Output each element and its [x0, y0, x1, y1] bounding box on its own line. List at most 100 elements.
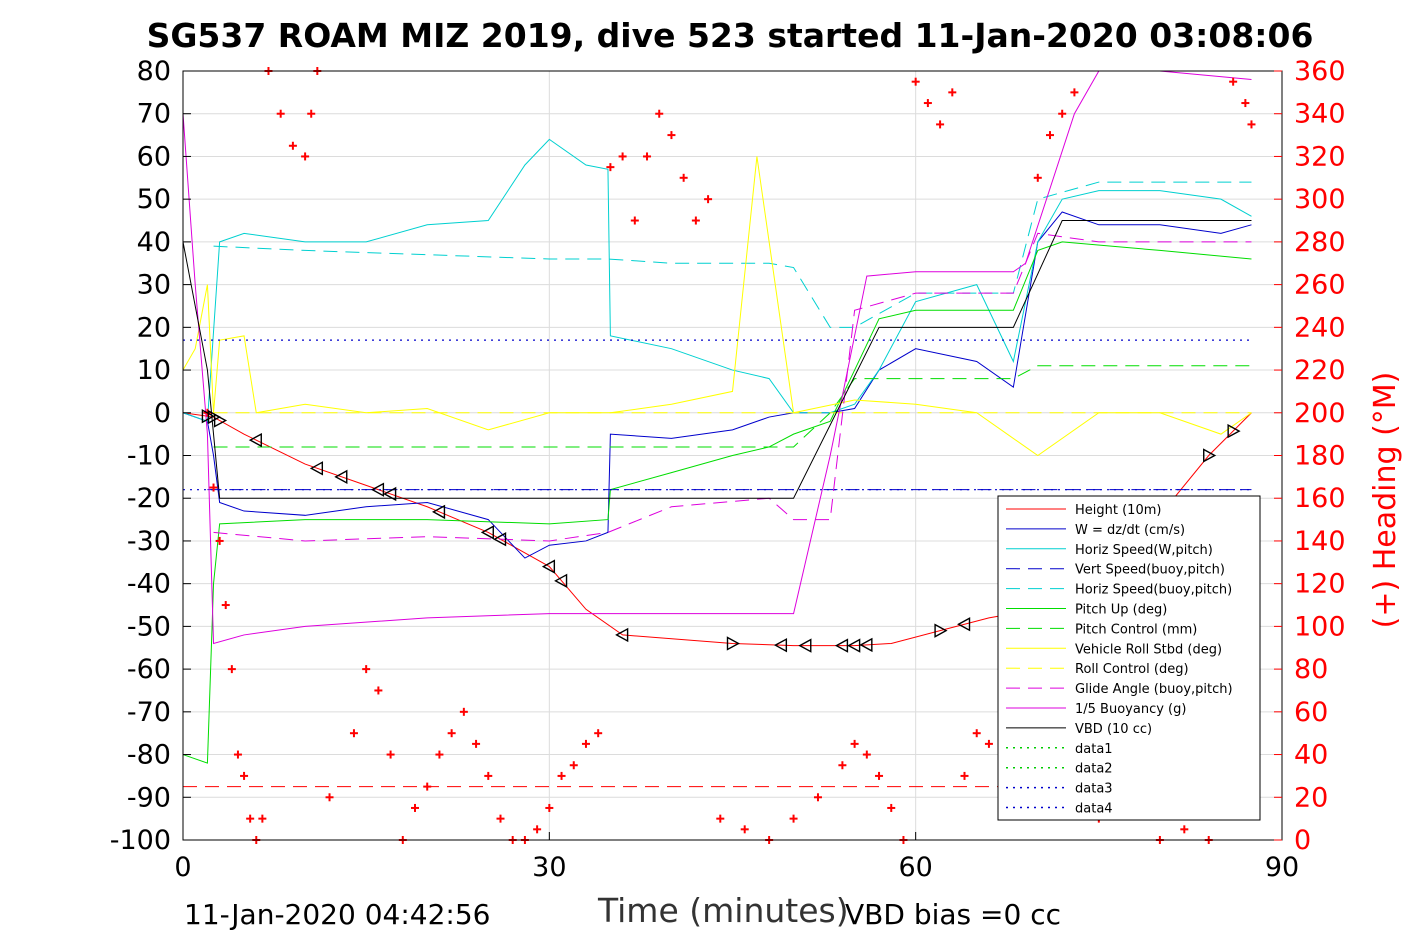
legend-entry: Horiz Speed(W,pitch): [1075, 543, 1213, 558]
y-tick-label: 40: [137, 227, 171, 258]
heading-point: [1070, 88, 1079, 97]
heading-point: [606, 163, 615, 172]
heading-point: [923, 99, 932, 108]
legend-entry: 1/5 Buoyancy (g): [1075, 702, 1186, 717]
y2-tick-label: 100: [1294, 611, 1346, 642]
heading-point: [258, 814, 267, 823]
heading-point: [533, 825, 542, 834]
legend-entry: Height (10m): [1075, 503, 1161, 518]
heading-point: [1058, 109, 1067, 118]
y2-tick-label: 360: [1294, 56, 1346, 87]
heading-point: [349, 729, 358, 738]
heading-point: [850, 739, 859, 748]
triangle-marker: [431, 504, 446, 520]
axes: 0 30 60 9080706050403020100-10-20-30-40-50-…: [110, 56, 1346, 883]
legend-entry: Vert Speed(buoy,pitch): [1075, 563, 1225, 578]
heading-point: [911, 77, 920, 86]
heading-point: [948, 88, 957, 97]
heading-point: [301, 152, 310, 161]
heading-point: [594, 729, 603, 738]
heading-point: [875, 771, 884, 780]
heading-point: [630, 216, 639, 225]
triangle-marker: [334, 469, 348, 485]
y2-tick-label: 220: [1294, 355, 1346, 386]
y-tick-label: 10: [137, 355, 171, 386]
heading-point: [862, 750, 871, 759]
heading-point: [545, 803, 554, 812]
y2-tick-label: 40: [1294, 740, 1328, 771]
heading-point: [716, 814, 725, 823]
legend-entry: Horiz Speed(buoy,pitch): [1075, 583, 1232, 598]
triangle-marker: [383, 486, 397, 502]
series-line-10: [182, 70, 1252, 645]
heading-point: [704, 195, 713, 204]
heading-point: [618, 152, 627, 161]
y2-tick-label: 260: [1294, 270, 1346, 301]
triangle-marker: [370, 482, 385, 497]
heading-point: [1229, 77, 1238, 86]
triangle-marker: [798, 638, 812, 653]
triangle-marker: [480, 525, 494, 540]
heading-point: [246, 814, 255, 823]
heading-point: [887, 803, 896, 812]
heading-point: [374, 686, 383, 695]
footer-timestamp: 11-Jan-2020 04:42:56: [184, 898, 491, 931]
y-tick-label: 50: [137, 184, 171, 215]
triangle-marker: [493, 532, 507, 547]
legend-entry: data3: [1075, 782, 1113, 797]
y-tick-label: -40: [127, 569, 171, 600]
heading-point: [240, 771, 249, 780]
y2-tick-label: 300: [1294, 184, 1346, 215]
y-tick-label: -60: [127, 654, 171, 685]
triangle-marker: [957, 617, 971, 632]
heading-point: [288, 141, 297, 150]
triangle-marker: [726, 636, 740, 651]
heading-point: [496, 814, 505, 823]
y2-tick-label: 0: [1294, 825, 1311, 856]
heading-point: [233, 750, 242, 759]
heading-point: [209, 483, 218, 492]
y2-tick-label: 320: [1294, 141, 1346, 172]
heading-point: [960, 771, 969, 780]
triangle-marker: [859, 637, 873, 653]
y-tick-label: 60: [137, 141, 171, 172]
heading-point: [221, 601, 230, 610]
heading-point: [643, 152, 652, 161]
heading-point: [813, 793, 822, 802]
triangle-marker: [773, 638, 788, 653]
triangle-marker: [1227, 423, 1241, 439]
chart-title: SG537 ROAM MIZ 2019, dive 523 started 11…: [146, 16, 1314, 55]
legend-entry: Pitch Control (mm): [1075, 622, 1197, 637]
triangle-marker: [1203, 448, 1217, 463]
heading-point: [307, 109, 316, 118]
series-line-5: [182, 241, 1252, 764]
y-tick-label: -30: [127, 526, 171, 557]
heading-point: [569, 761, 578, 770]
x-tick-label: 90: [1265, 852, 1299, 883]
heading-point: [667, 131, 676, 140]
legend-entry: data2: [1075, 762, 1113, 777]
y2-tick-label: 140: [1294, 526, 1346, 557]
heading-point: [472, 739, 481, 748]
y2-tick-label: 160: [1294, 483, 1346, 514]
triangle-marker: [615, 627, 629, 643]
heading-point: [655, 109, 664, 118]
heading-point: [1241, 99, 1250, 108]
legend-entry: Pitch Up (deg): [1075, 603, 1167, 618]
legend-entry: Glide Angle (buoy,pitch): [1075, 682, 1233, 697]
y2-tick-label: 340: [1294, 99, 1346, 130]
heading-point: [936, 120, 945, 129]
legend: Height (10m) W = dz/dt (cm/s) Horiz Speed(…: [997, 495, 1261, 821]
heading-point: [972, 729, 981, 738]
x-tick-label: 30: [532, 852, 566, 883]
heading-point: [581, 739, 590, 748]
heading-point: [325, 793, 334, 802]
heading-point: [679, 173, 688, 182]
series-line-11: [182, 220, 1252, 499]
legend-entry: data4: [1075, 802, 1113, 817]
heading-point: [838, 761, 847, 770]
legend-entry: Vehicle Roll Stbd (deg): [1075, 642, 1222, 657]
y2-tick-label: 200: [1294, 398, 1346, 429]
heading-point: [459, 707, 468, 716]
legend-entry: W = dz/dt (cm/s): [1075, 523, 1185, 538]
